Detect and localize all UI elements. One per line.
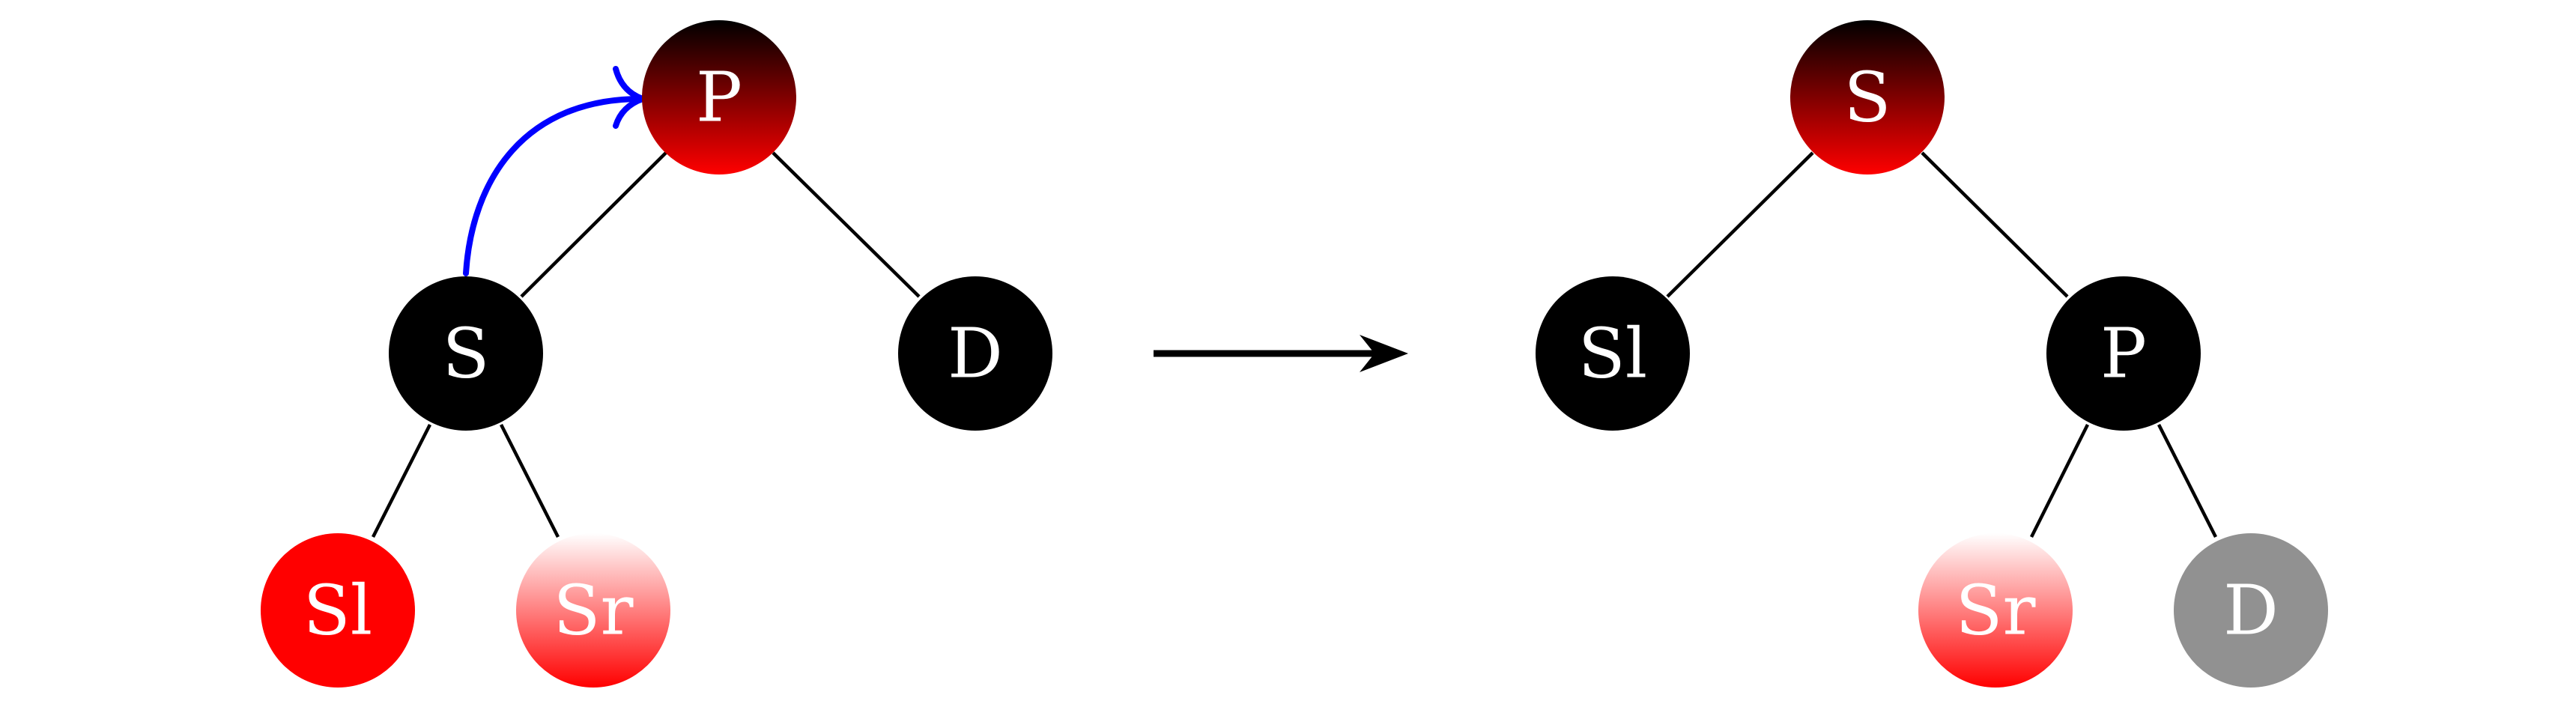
edge-p-sr (2029, 423, 2090, 538)
node-label: S (1843, 58, 1891, 138)
node-p: P (2046, 276, 2201, 431)
rotation-arrow (463, 66, 652, 276)
node-sl: Sl (261, 533, 415, 688)
node-s: S (389, 276, 543, 431)
node-d: D (898, 276, 1052, 431)
node-sr: Sr (1918, 533, 2073, 688)
node-label: P (2100, 314, 2147, 394)
node-sr: Sr (516, 533, 670, 688)
node-label: D (948, 314, 1003, 394)
edge-p-d (2157, 423, 2218, 538)
node-label: Sr (553, 571, 633, 651)
node-label: S (442, 314, 489, 394)
node-label: D (2223, 571, 2279, 651)
node-label: P (696, 58, 742, 138)
edge-s-sr (499, 423, 560, 538)
node-label: Sl (1578, 314, 1647, 394)
node-s: S (1790, 20, 1945, 175)
before-tree: P S D Sl Sr (261, 20, 1052, 688)
arrowhead-icon (1360, 335, 1408, 372)
node-p: P (642, 20, 796, 175)
edge-p-s (520, 151, 667, 298)
edge-s-sl (1666, 151, 1814, 298)
node-sl: Sl (1536, 276, 1690, 431)
edge-p-d (772, 151, 921, 298)
node-label: Sl (303, 571, 372, 651)
node-label: Sr (1955, 571, 2035, 651)
edge-s-sl (371, 423, 432, 538)
node-d: D (2174, 533, 2328, 688)
transform-arrow (1154, 335, 1408, 372)
curved-arrow-icon (463, 95, 647, 276)
after-tree: S Sl P Sr D (1536, 20, 2328, 688)
edge-s-p (1921, 151, 2069, 298)
